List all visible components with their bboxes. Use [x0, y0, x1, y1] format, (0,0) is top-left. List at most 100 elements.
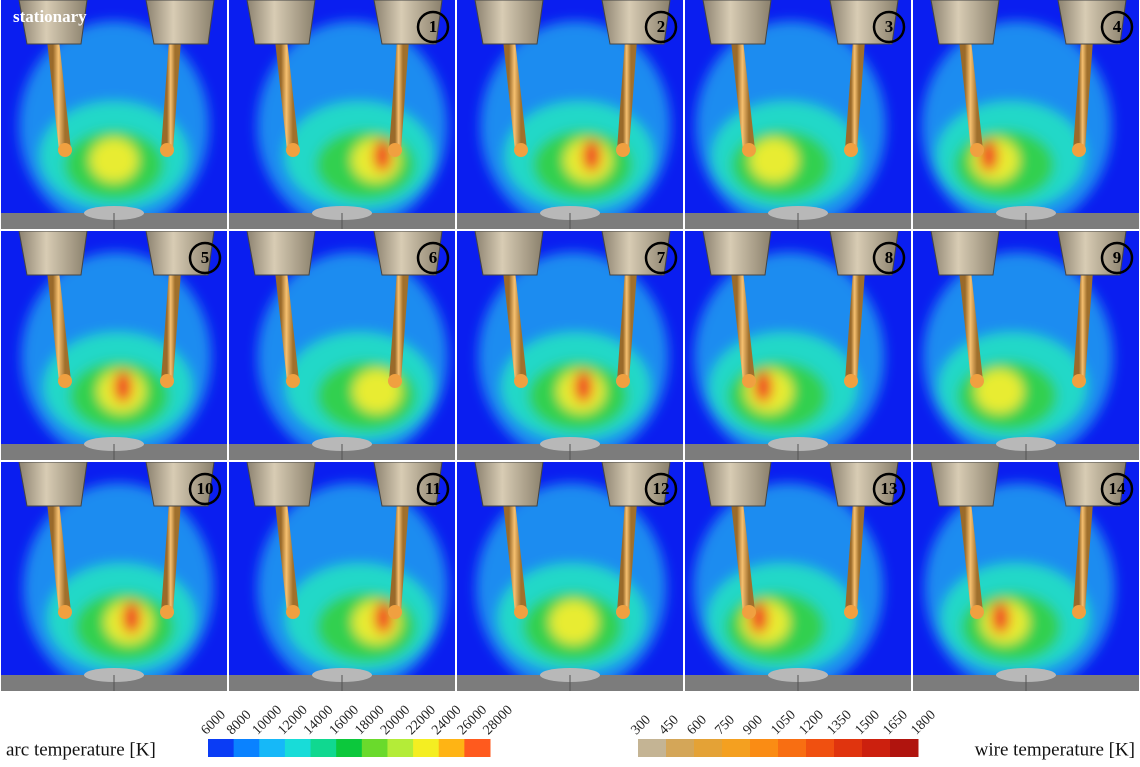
plume-hot: [979, 139, 998, 172]
wire-tip: [514, 374, 528, 388]
panel: 9: [913, 231, 1139, 460]
wire: [47, 34, 71, 156]
plume: [21, 251, 212, 460]
wire: [1073, 265, 1093, 387]
wire: [617, 34, 637, 156]
label-circle: [872, 10, 906, 44]
wire: [389, 265, 409, 387]
panel-label: 5: [201, 248, 210, 267]
wire-tip: [844, 374, 858, 388]
colorbar-swatch: [890, 739, 919, 757]
wire: [731, 496, 755, 618]
wire-holder: [246, 462, 316, 507]
wire-tip: [160, 605, 174, 619]
wire-holder: [373, 0, 443, 45]
wire-tip: [160, 374, 174, 388]
panel: 14: [913, 462, 1139, 691]
wire: [845, 496, 865, 618]
panel: 12: [457, 462, 683, 691]
wire-holder: [474, 231, 544, 276]
wire-tip: [844, 143, 858, 157]
label-circle: [872, 472, 906, 506]
wire-tip: [58, 374, 72, 388]
wire-tip: [388, 605, 402, 619]
panel-label: 10: [197, 479, 214, 498]
wire-holder: [18, 231, 88, 276]
wire-holder: [474, 0, 544, 45]
plume-yellow: [549, 600, 598, 645]
wire-tip: [58, 143, 72, 157]
colorbar-swatch: [862, 739, 891, 757]
panel-label: stationary: [13, 7, 87, 26]
wire-holder: [145, 462, 215, 507]
colorbar-swatch: [722, 739, 751, 757]
panel-label: 4: [1113, 17, 1122, 36]
wire-tip: [970, 374, 984, 388]
wire-holder: [702, 0, 772, 45]
label-circle: [416, 10, 450, 44]
wire-tip: [1072, 605, 1086, 619]
panel-label: 1: [429, 17, 438, 36]
label-circle: [1100, 10, 1134, 44]
wire: [275, 34, 299, 156]
label-circle: [416, 472, 450, 506]
panel: 5: [1, 231, 227, 460]
colorbar-swatch: [413, 739, 440, 757]
panel: 2: [457, 0, 683, 229]
wire-holder: [601, 231, 671, 276]
wire-holder: [930, 0, 1000, 45]
label-circle: [1100, 241, 1134, 275]
wire-tip: [844, 605, 858, 619]
plume-hot: [374, 601, 393, 634]
wire-tip: [160, 143, 174, 157]
colorbar-swatch: [694, 739, 723, 757]
wire: [1073, 496, 1093, 618]
wire: [617, 265, 637, 387]
wire-holder: [145, 231, 215, 276]
panel-label: 13: [881, 479, 898, 498]
wire-holder: [18, 0, 88, 45]
wire-tip: [616, 143, 630, 157]
wire-tip: [616, 605, 630, 619]
wire: [275, 496, 299, 618]
wire-holder: [1057, 231, 1127, 276]
panel-label: 12: [653, 479, 670, 498]
panel-label: 14: [1109, 479, 1127, 498]
plume-hot: [574, 370, 593, 403]
wire: [389, 34, 409, 156]
wire-holder: [246, 231, 316, 276]
wire: [161, 265, 181, 387]
plume-hot: [114, 370, 133, 403]
colorbar-swatch: [387, 739, 414, 757]
panel-label: 11: [425, 479, 441, 498]
wire-holder: [246, 0, 316, 45]
wire-holder: [474, 462, 544, 507]
wire: [389, 496, 409, 618]
wire-tip: [514, 143, 528, 157]
colorbar-swatch: [233, 739, 260, 757]
panel: 6: [229, 231, 455, 460]
panel: 10: [1, 462, 227, 691]
wire: [845, 34, 865, 156]
wire-holder: [829, 0, 899, 45]
wire-holder: [601, 462, 671, 507]
plume: [478, 251, 669, 460]
wire-holder: [373, 231, 443, 276]
label-circle: [644, 472, 678, 506]
wire-tip: [742, 374, 756, 388]
wire-tip: [286, 143, 300, 157]
wire-tip: [286, 374, 300, 388]
label-circle: [872, 241, 906, 275]
wire-tip: [742, 605, 756, 619]
wire: [1073, 34, 1093, 156]
wire: [275, 265, 299, 387]
wire-tip: [742, 143, 756, 157]
colorbar-swatch: [259, 739, 286, 757]
wire-tip: [388, 374, 402, 388]
wire-tip: [1072, 374, 1086, 388]
colorbar-swatch: [834, 739, 863, 757]
panel-label: 9: [1113, 248, 1122, 267]
panel: 11: [229, 462, 455, 691]
